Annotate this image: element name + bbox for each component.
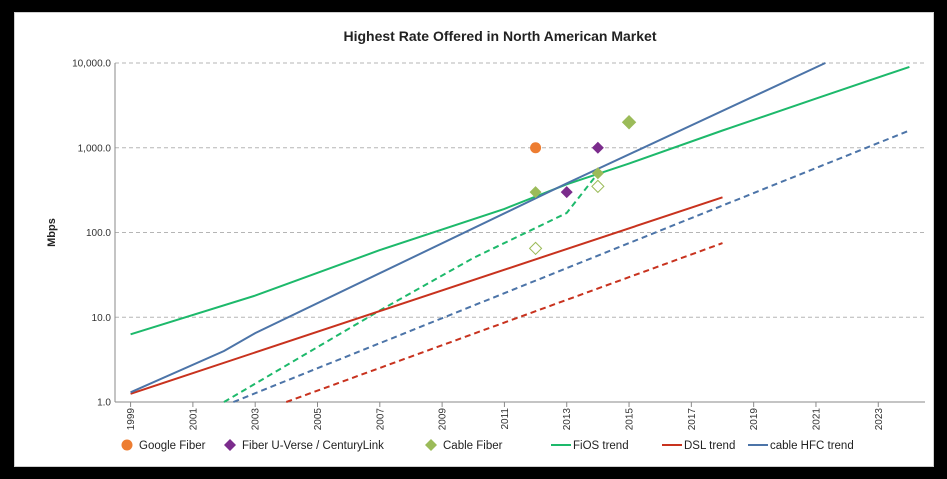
legend-item-google-fiber: Google Fiber [121,439,206,452]
open-diamond-point [528,241,543,256]
x-tick-label: 2005 [313,408,324,431]
legend-item-fios-trend: FiOS trend [551,440,629,452]
legend-label: Google Fiber [139,440,206,452]
y-tick-label: 1.0 [97,398,111,409]
x-tick-label: 2017 [687,408,698,431]
fiber-u-verse-centurylink-point [560,186,573,199]
legend-swatch-cable-fiber [425,439,437,451]
x-tick-label: 2009 [438,408,449,431]
legend-swatch-google-fiber [121,439,133,451]
y-tick-label: 10.0 [92,313,112,324]
y-tick-label: 1,000.0 [78,143,112,154]
x-tick-label: 2003 [251,408,262,431]
4c74a8-dashed-trend-line [233,129,910,403]
cable-hfc-trend-line [130,62,826,394]
y-axis-label: Mbps [46,218,58,247]
legend-swatch-fiber-u-verse-centurylink [224,439,236,451]
legend-label: Fiber U-Verse / CenturyLink [242,440,384,452]
x-tick-label: 2019 [749,408,760,431]
fiber-u-verse-centurylink-point [591,141,604,154]
legend-label: DSL trend [684,440,735,452]
dsl-trend-line [130,196,723,395]
x-tick-label: 2011 [500,408,511,430]
chart: Highest Rate Offered in North American M… [46,28,925,452]
x-tick-label: 1999 [126,408,137,431]
1db96b-dashed-trend-line [223,172,599,403]
legend-label: FiOS trend [573,440,629,452]
y-tick-label: 100.0 [86,228,111,239]
x-tick-label: 2007 [375,408,386,431]
x-tick-label: 2015 [625,408,636,431]
legend-item-dsl-trend: DSL trend [662,440,735,452]
fios-trend-line [130,65,910,336]
legend-item-cable-hfc-trend: cable HFC trend [748,440,854,452]
legend-item-fiber-u-verse-centurylink: Fiber U-Verse / CenturyLink [224,439,384,452]
c8321e-dashed-trend-line [285,242,723,403]
x-tick-label: 2023 [874,408,885,431]
legend-label: cable HFC trend [770,440,854,452]
chart-frame: Highest Rate Offered in North American M… [14,12,934,467]
google-fiber-point [530,142,542,154]
cable-fiber-point [591,167,604,180]
x-tick-label: 2013 [562,408,573,431]
open-diamond-point [591,179,605,194]
x-tick-label: 2021 [811,408,822,431]
x-tick-label: 2001 [188,408,199,431]
legend-item-cable-fiber: Cable Fiber [425,439,503,452]
cable-fiber-point [621,115,637,130]
cable-fiber-point [529,186,542,199]
legend-label: Cable Fiber [443,440,503,452]
chart-title: Highest Rate Offered in North American M… [344,28,657,44]
y-tick-label: 10,000.0 [72,59,111,70]
